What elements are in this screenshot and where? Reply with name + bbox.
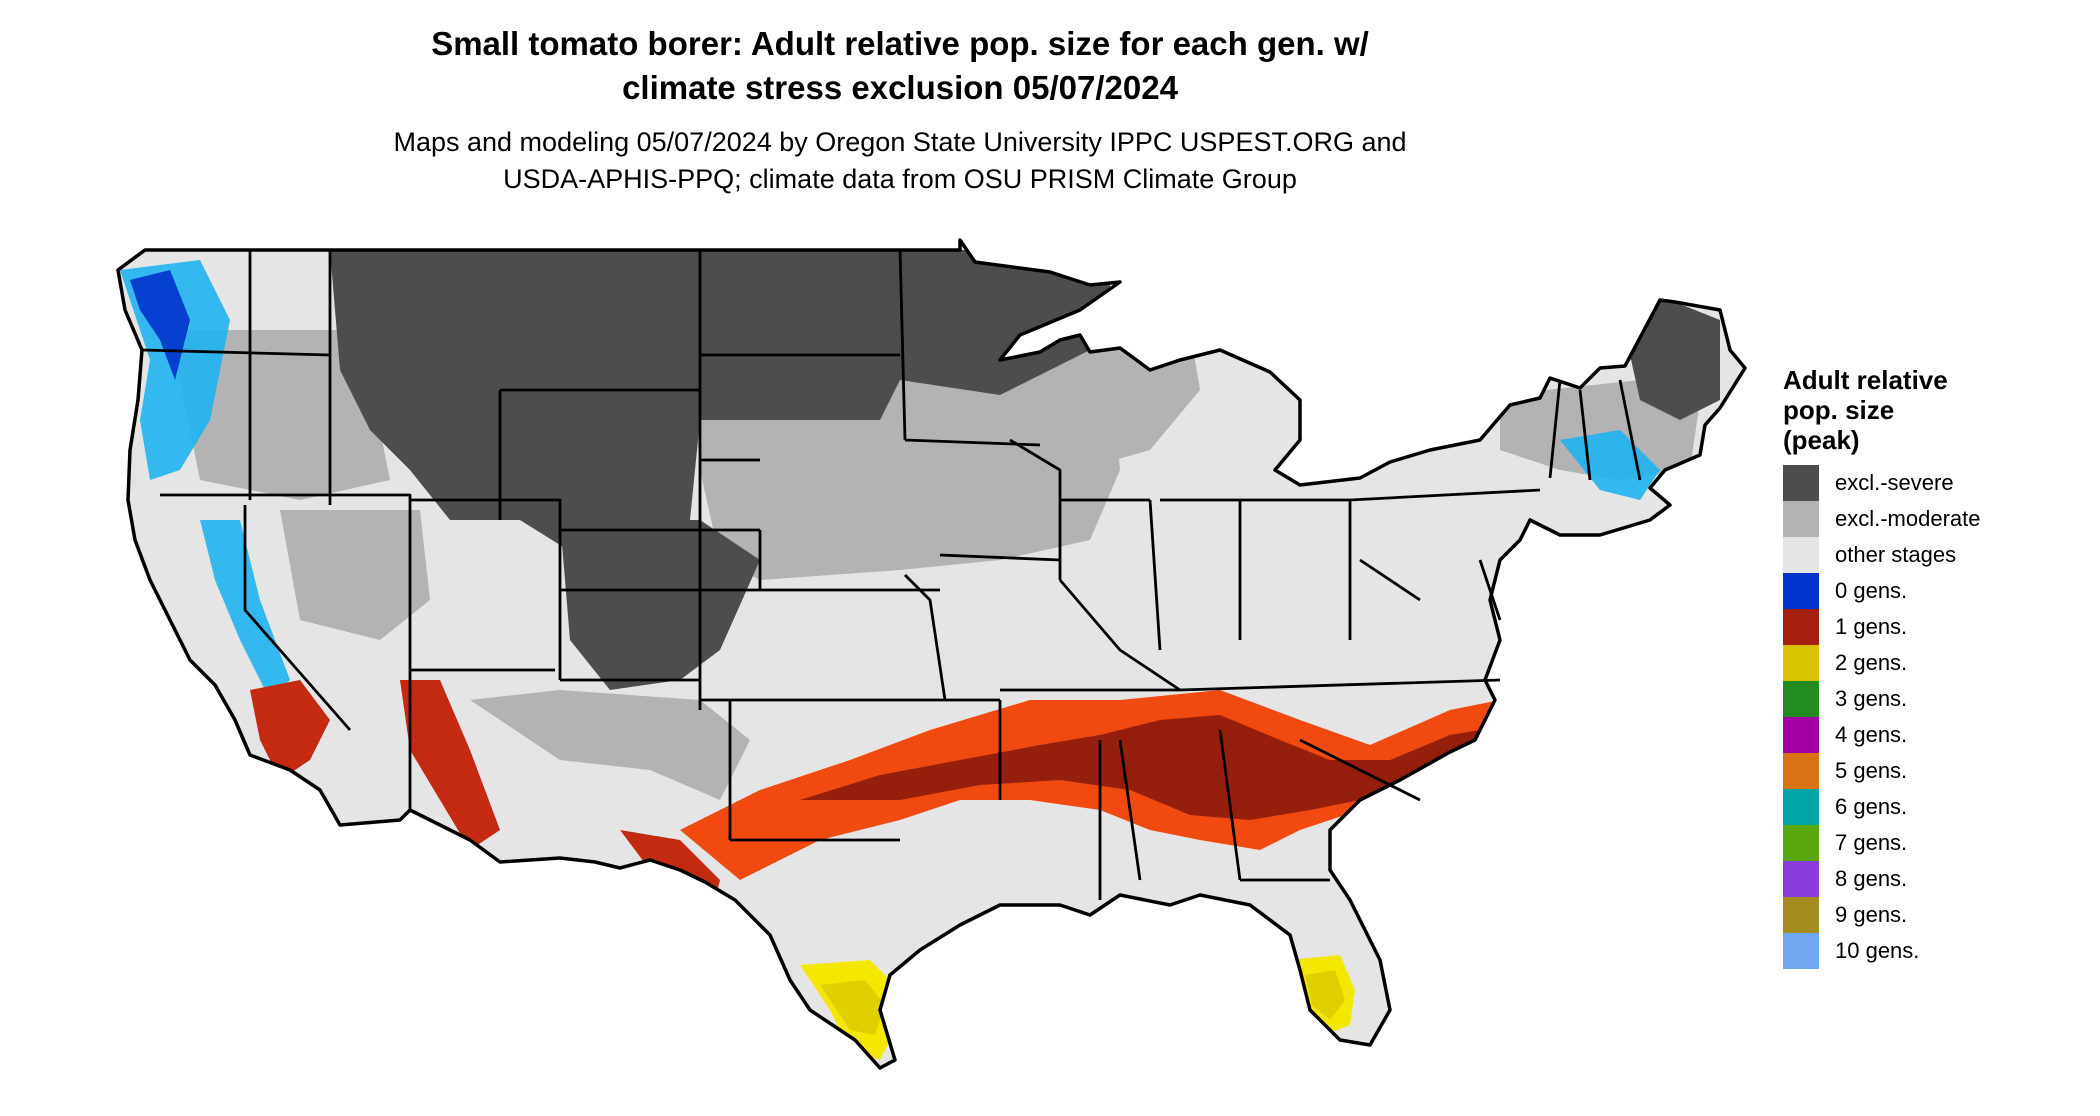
legend-item: excl.-severe <box>1783 465 2083 501</box>
legend-item: 0 gens. <box>1783 573 2083 609</box>
legend-swatch <box>1783 537 1819 573</box>
legend-label: 4 gens. <box>1835 722 1908 747</box>
legend-label: 5 gens. <box>1835 758 1908 783</box>
state-border <box>1548 379 1562 479</box>
red-band-core <box>800 715 1480 820</box>
legend-label: 0 gens. <box>1835 578 1908 603</box>
legend-swatch <box>1783 789 1819 825</box>
state-border <box>904 574 947 701</box>
moderate-zone-northwest <box>170 330 390 500</box>
state-border <box>160 493 412 810</box>
legend-label: 8 gens. <box>1835 866 1908 891</box>
legend-swatch <box>1783 717 1819 753</box>
legend-item: 7 gens. <box>1783 825 2083 861</box>
state-border <box>1478 559 1502 621</box>
map-subtitle: Maps and modeling 05/07/2024 by Oregon S… <box>393 127 1407 194</box>
legend-item: 1 gens. <box>1783 609 2083 645</box>
map-regions <box>120 250 1720 1060</box>
state-border <box>898 249 907 441</box>
yellow-zone-south-texas-core <box>820 980 885 1035</box>
legend-swatch <box>1783 645 1819 681</box>
state-border <box>410 498 562 680</box>
state-border <box>1058 579 1181 692</box>
legend-items: excl.-severe excl.-moderate other stages 0 … <box>1783 465 2083 969</box>
legend-item: 8 gens. <box>1783 861 2083 897</box>
legend-item: 4 gens. <box>1783 717 2083 753</box>
legend-item: 10 gens. <box>1783 933 2083 969</box>
legend-item: 9 gens. <box>1783 897 2083 933</box>
legend-title: Adult relative pop. size (peak) <box>1783 365 1948 455</box>
legend-label: 3 gens. <box>1835 686 1908 711</box>
legend-item: 3 gens. <box>1783 681 2083 717</box>
state-border <box>243 505 352 731</box>
state-border <box>141 348 331 357</box>
state-border <box>1299 738 1421 802</box>
legend-item: 5 gens. <box>1783 753 2083 789</box>
state-border <box>1148 499 1162 651</box>
legend-swatch <box>1783 753 1819 789</box>
title-block: Small tomato borer: Adult relative pop. … <box>300 22 1500 198</box>
state-border <box>1218 729 1242 881</box>
red-zone-arizona <box>400 680 500 850</box>
legend-swatch <box>1783 897 1819 933</box>
legend-swatch <box>1783 609 1819 645</box>
map-title: Small tomato borer: Adult relative pop. … <box>431 25 1369 106</box>
yellow-zone-south-florida-core <box>1305 970 1345 1020</box>
legend-swatch <box>1783 465 1819 501</box>
legend-item: excl.-moderate <box>1783 501 2083 537</box>
state-border <box>1009 438 1062 580</box>
legend-label: excl.-severe <box>1835 470 1954 495</box>
legend-label: 2 gens. <box>1835 650 1908 675</box>
legend-label: 1 gens. <box>1835 614 1908 639</box>
legend-label: 10 gens. <box>1835 938 1920 963</box>
severe-zone-north-plains <box>330 250 1110 590</box>
moderate-zone-southwest <box>470 690 750 800</box>
legend-swatch <box>1783 861 1819 897</box>
legend-label: 9 gens. <box>1835 902 1908 927</box>
legend-item: 2 gens. <box>1783 645 2083 681</box>
state-border <box>1618 379 1642 481</box>
legend-swatch <box>1783 573 1819 609</box>
legend-label: other stages <box>1835 542 1957 567</box>
state-border <box>1359 558 1421 602</box>
legend-swatch <box>1783 933 1819 969</box>
cold-zone-cascades-core <box>130 270 190 380</box>
state-border <box>939 553 1061 562</box>
legend-item: other stages <box>1783 537 2083 573</box>
legend: Adult relative pop. size (peak) excl.-se… <box>1783 365 2083 969</box>
state-borders <box>116 238 1747 1070</box>
severe-zone-colorado <box>560 520 760 690</box>
legend-swatch <box>1783 681 1819 717</box>
red-zone-southwest <box>250 680 330 780</box>
moderate-zone-great-basin <box>280 510 430 640</box>
legend-swatch <box>1783 501 1819 537</box>
legend-item: 6 gens. <box>1783 789 2083 825</box>
red-band-outer <box>680 690 1500 880</box>
conus-outline <box>116 238 1747 1070</box>
state-border <box>1578 389 1592 481</box>
state-border <box>1118 739 1142 881</box>
legend-label: 6 gens. <box>1835 794 1908 819</box>
legend-label: 7 gens. <box>1835 830 1908 855</box>
legend-swatch <box>1783 825 1819 861</box>
legend-label: excl.-moderate <box>1835 506 1981 531</box>
state-border <box>1179 678 1501 692</box>
state-border <box>1349 488 1541 502</box>
